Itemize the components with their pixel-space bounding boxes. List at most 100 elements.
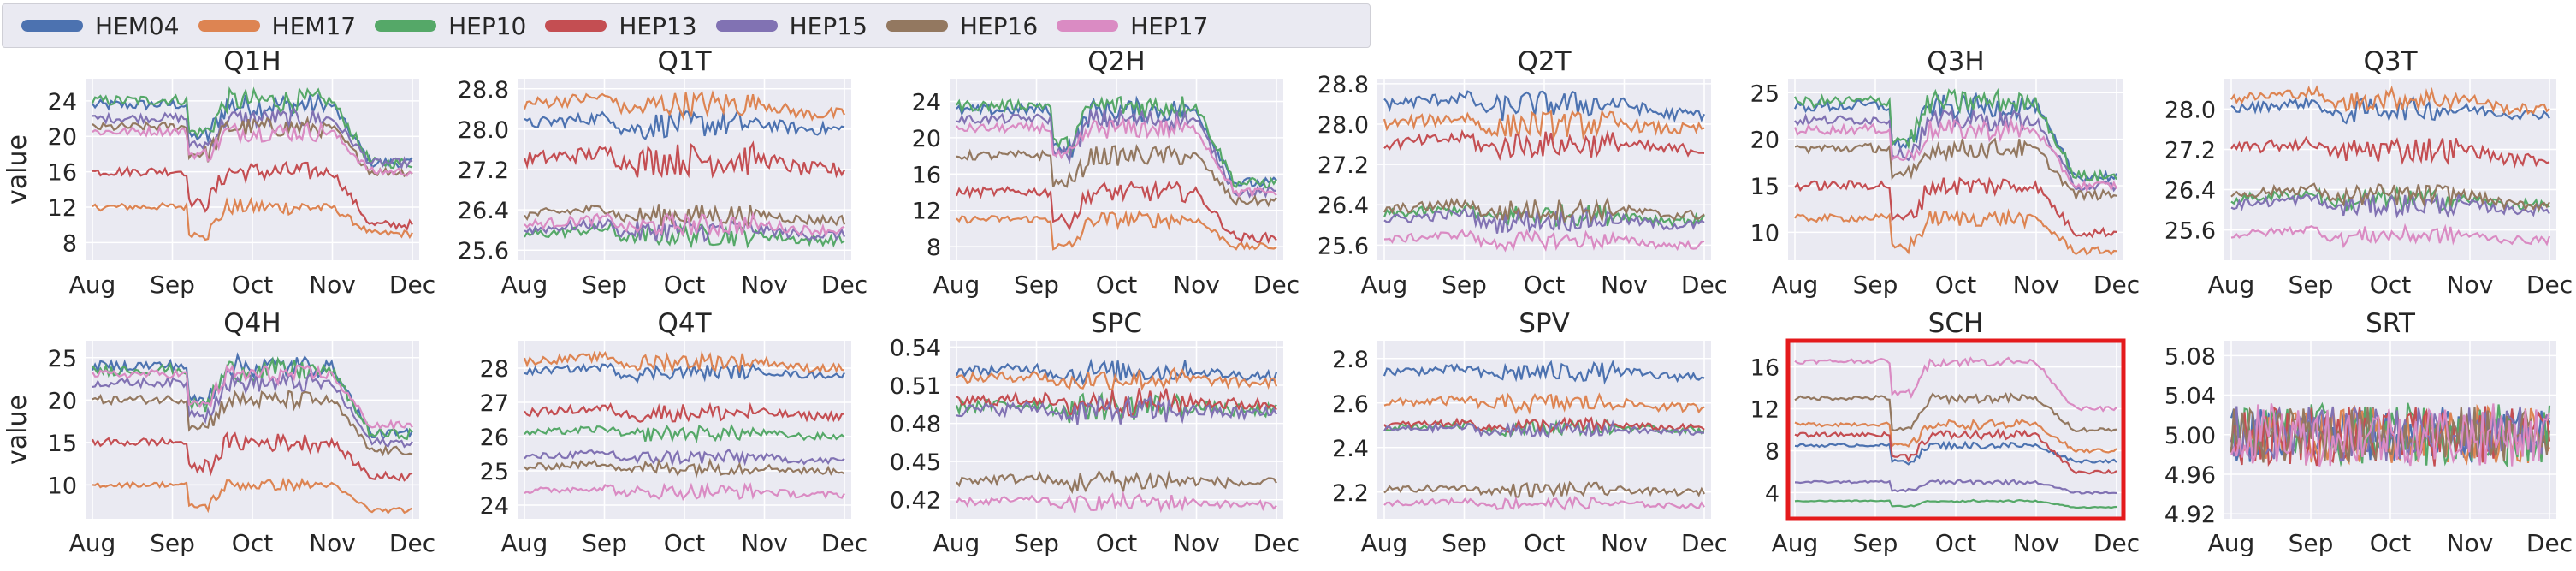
- y-tick-label: 5.04: [2164, 384, 2216, 410]
- series-line-hep13: [92, 431, 413, 482]
- legend-swatch: [715, 20, 778, 32]
- y-tick-label: 5.08: [2164, 343, 2216, 370]
- x-tick-label: Nov: [1173, 271, 1220, 299]
- series-line-hem17: [92, 477, 413, 514]
- x-tick-label: Nov: [2013, 529, 2060, 557]
- y-axis-label: value: [3, 134, 33, 205]
- series-line-hep13: [523, 140, 845, 179]
- panel-title: Q3H: [1927, 46, 1984, 77]
- legend: HEM04 HEM17 HEP10 HEP13 HEP15 HEP16 HEP17: [2, 3, 1371, 48]
- y-tick-label: 24: [480, 493, 509, 520]
- legend-swatch: [198, 20, 260, 32]
- series-line-hep17: [2230, 403, 2551, 467]
- x-tick-label: Nov: [741, 529, 788, 557]
- x-tick-label: Oct: [664, 271, 705, 299]
- legend-swatch: [545, 20, 607, 32]
- legend-swatch: [885, 20, 948, 32]
- legend-item-hem04: HEM04: [21, 12, 180, 40]
- y-tick-label: 28.8: [1318, 72, 1369, 98]
- y-tick-label: 20: [1750, 128, 1780, 154]
- legend-label: HEP13: [619, 11, 697, 40]
- series-line-hem17: [2230, 85, 2550, 116]
- y-tick-label: 26.4: [1318, 193, 1369, 219]
- series-line-hep16: [956, 143, 1277, 208]
- x-tick-label: Oct: [1524, 529, 1565, 557]
- series-line-hem04: [1383, 359, 1705, 385]
- x-tick-label: Dec: [2526, 529, 2573, 557]
- y-tick-label: 16: [1750, 355, 1780, 382]
- panel-q1t: 25.6 26.4 27.2 28.0 28.8 Aug Sep Oct Nov Dec Q1T: [458, 46, 868, 299]
- panel-title: Q2H: [1087, 46, 1145, 77]
- legend-item-hep15: HEP15: [715, 12, 868, 40]
- panel-q1h: 8 12 16 20 24 Aug Sep Oct Nov Dec Q1H: [48, 46, 435, 299]
- legend-item-hep10: HEP10: [375, 12, 526, 40]
- x-tick-label: Nov: [309, 529, 356, 557]
- y-tick-label: 8: [62, 230, 77, 257]
- series-line-hem17: [1383, 109, 1705, 141]
- x-tick-label: Oct: [1096, 271, 1137, 299]
- series-line-hep17: [524, 482, 845, 501]
- series-line-hem04: [956, 95, 1277, 188]
- x-tick-label: Aug: [69, 529, 116, 557]
- panel-spc: 0.42 0.45 0.48 0.51 0.54 Aug Sep Oct Nov Dec SPC: [890, 308, 1300, 557]
- x-tick-label: Dec: [1253, 271, 1300, 299]
- y-tick-label: 27.2: [1318, 152, 1369, 179]
- y-tick-label: 26: [480, 425, 509, 451]
- y-tick-label: 25: [1750, 80, 1780, 107]
- series-line-hep17: [956, 115, 1277, 199]
- series-line-hem17: [1794, 208, 2117, 256]
- series-line-hep10: [1794, 87, 2117, 185]
- x-tick-label: Aug: [2208, 529, 2255, 557]
- legend-label: HEM04: [95, 11, 180, 40]
- x-tick-label: Oct: [664, 529, 705, 557]
- series-line-hep16: [524, 457, 845, 479]
- series-line-hep16: [2230, 182, 2550, 211]
- x-tick-label: Nov: [2013, 271, 2060, 299]
- x-tick-label: Dec: [389, 271, 435, 299]
- panel-q2h: 8 12 16 20 24 Aug Sep Oct Nov Dec Q2H: [912, 46, 1300, 299]
- series-line-hep16: [92, 390, 413, 457]
- panel-srt: 4.92 4.96 5.00 5.04 5.08 Aug Sep Oct Nov Dec SRT: [2164, 308, 2573, 557]
- x-tick-label: Sep: [2289, 271, 2334, 299]
- x-tick-label: Oct: [1524, 271, 1565, 299]
- series-line-hep15: [1794, 479, 2117, 495]
- series-line-hem04: [91, 352, 413, 442]
- y-tick-label: 15: [1750, 174, 1780, 200]
- y-tick-label: 2.6: [1332, 391, 1369, 418]
- legend-swatch: [375, 20, 437, 32]
- x-tick-label: Nov: [1601, 529, 1648, 557]
- x-tick-label: Sep: [1442, 529, 1487, 557]
- panel-title: Q1T: [657, 46, 712, 77]
- series-line-hep13: [524, 401, 845, 423]
- y-tick-label: 0.45: [890, 449, 941, 476]
- series-line-hem04: [1794, 92, 2117, 184]
- legend-swatch: [1057, 20, 1119, 32]
- panel-sch: 4 8 12 16 Aug Sep Oct Nov Dec SCH: [1750, 308, 2140, 557]
- y-tick-label: 16: [48, 160, 77, 187]
- y-tick-label: 26.4: [458, 198, 509, 224]
- series-line-hep13: [955, 179, 1277, 244]
- x-tick-label: Aug: [1361, 529, 1408, 557]
- series-line-hep10: [1794, 498, 2117, 509]
- x-tick-label: Aug: [1772, 529, 1819, 557]
- legend-item-hep17: HEP17: [1057, 12, 1208, 40]
- series-line-hep15: [2230, 406, 2550, 463]
- series-line-hep17: [92, 364, 413, 431]
- series-line-hep16: [2230, 407, 2551, 463]
- series-line-hep15: [92, 372, 413, 449]
- highlight-frame: [1785, 338, 2126, 521]
- y-tick-label: 2.8: [1332, 347, 1369, 373]
- series-line-hep10: [955, 391, 1277, 424]
- series-line-hep17: [1383, 496, 1705, 511]
- y-tick-label: 25.6: [1318, 233, 1369, 259]
- series-line-hem04: [955, 358, 1278, 386]
- y-tick-label: 4: [1765, 480, 1780, 507]
- series-line-hem04: [2230, 94, 2550, 125]
- x-tick-label: Sep: [582, 271, 627, 299]
- panel-q3t: 25.6 26.4 27.2 28.0 Aug Sep Oct Nov Dec Q3T: [2164, 46, 2573, 299]
- y-tick-label: 0.42: [890, 488, 941, 514]
- panel-q4t: 24 25 26 27 28 Aug Sep Oct Nov Dec Q4T: [480, 308, 868, 557]
- y-tick-label: 24: [48, 89, 77, 116]
- x-tick-label: Aug: [501, 271, 548, 299]
- y-tick-label: 24: [912, 90, 941, 116]
